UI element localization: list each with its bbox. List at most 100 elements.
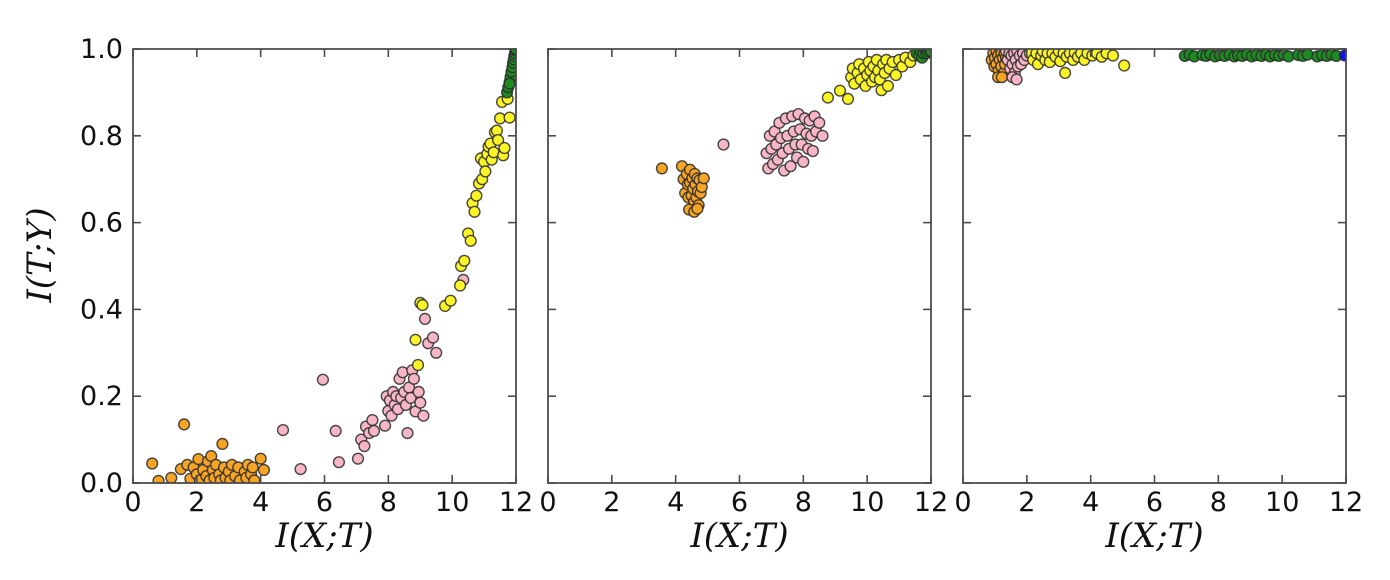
scatter-point [479,165,492,178]
scatter-point [995,71,1009,84]
scatter-point [717,138,730,151]
panel-3-x-axis-label: I(X;T) [1105,516,1204,556]
scatter-point [458,254,471,267]
x-tick-label: 6 [731,487,748,518]
scatter-point [821,91,835,104]
scatter-point [468,205,481,218]
panel-1-points [146,49,516,483]
x-tick-label: 10 [435,487,469,518]
panel-2-x-axis-label: I(X;T) [690,516,789,556]
scatter-point [833,84,847,97]
scatter-point [416,299,429,312]
series-yellow [1023,49,1131,80]
scatter-point [411,358,425,372]
scatter-point [414,396,427,409]
scatter-point [417,409,430,422]
scatter-point [444,294,457,307]
scatter-point [1010,73,1023,86]
panel-1-xtick-labels: 0 2 4 6 8 10 12 [124,487,533,518]
series-pink [276,273,470,476]
scatter-point [358,440,371,453]
scatter-point [379,419,392,432]
scatter-point [152,474,165,483]
x-tick-label: 2 [188,487,205,518]
scatter-point [797,155,810,168]
panel-1-x-axis-label: I(X;T) [275,516,374,556]
x-tick-label: 8 [1210,487,1227,518]
x-tick-label: 4 [252,487,269,518]
panel-3-xtick-labels: 0 2 4 6 8 10 12 [954,487,1363,518]
panel-1-frame [132,48,517,484]
x-tick-label: 6 [1146,487,1163,518]
scatter-point [316,373,330,386]
panel-2-points [655,49,931,218]
scatter-point [841,92,855,106]
scatter-point [366,414,379,427]
x-tick-label: 8 [380,487,397,518]
scatter-point [409,333,422,346]
scatter-point [1106,49,1120,62]
y-tick-label: 0.6 [80,208,123,239]
scatter-point [889,68,903,82]
scatter-point [178,418,191,431]
scatter-point [418,312,432,326]
x-tick-label: 12 [914,487,948,518]
x-tick-label: 2 [603,487,620,518]
x-tick-label: 8 [795,487,812,518]
scatter-point [655,162,669,175]
x-tick-label: 4 [1082,487,1099,518]
y-tick-label: 1.0 [80,34,123,65]
x-tick-label: 2 [1018,487,1035,518]
x-tick-label: 10 [850,487,884,518]
panel-2-xtick-labels: 0 2 4 6 8 10 12 [539,487,948,518]
scatter-point [806,144,820,158]
scatter-point [470,189,483,202]
scatter-point [254,452,267,465]
series-orange [146,418,271,483]
scatter-panel-3: 0 2 4 6 8 10 12 [954,48,1363,518]
scatter-point [691,202,704,215]
scatter-point [165,471,178,483]
y-tick-label: 0.0 [80,468,123,499]
scatter-point [454,279,467,292]
scatter-point [1338,49,1346,62]
series-pink [717,107,829,177]
scatter-point [257,463,271,477]
scatter-point [784,160,797,173]
scatter-point [146,457,159,470]
y-tick-label: 0.2 [80,381,123,412]
scatter-point [248,474,261,483]
scatter-point [697,172,710,185]
series-orange [655,160,710,218]
scatter-point [813,116,826,129]
panel-2-ticks [547,48,932,484]
x-tick-label: 12 [1329,487,1363,518]
panel-3-points [985,49,1346,86]
series-green [910,49,931,64]
scatter-point [329,424,342,438]
scatter-point [509,49,516,56]
scatter-point [498,141,511,155]
series-blue [1338,49,1346,62]
scatter-point [1058,66,1072,80]
scatter-point [492,134,505,147]
scatter-point [216,437,229,451]
scatter-point [246,461,259,474]
x-tick-label: 0 [539,487,556,518]
x-tick-label: 0 [954,487,971,518]
scatter-point [1118,59,1131,72]
scatter-point [276,424,290,437]
series-yellow [821,49,920,106]
x-tick-label: 10 [1265,487,1299,518]
x-tick-label: 6 [316,487,333,518]
scatter-panel-1: 0 2 4 6 8 10 12 0.0 0.2 0.4 0.6 0.8 1.0 [80,34,533,518]
series-yellow [409,92,516,372]
scatter-point [430,346,443,359]
x-tick-label: 0 [124,487,141,518]
scatter-point [816,129,829,142]
y-axis-label: I(T;Y) [20,207,60,303]
series-green [501,49,516,99]
scatter-point [401,427,414,440]
